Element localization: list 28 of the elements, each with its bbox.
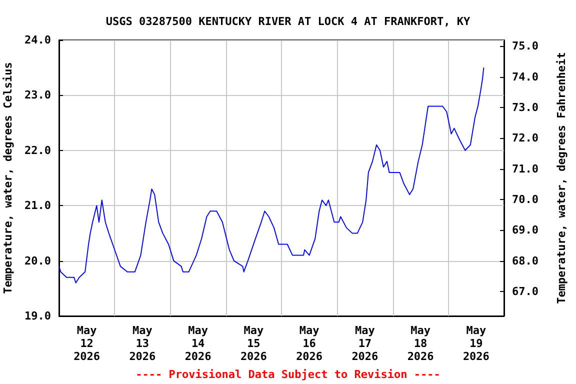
x-tick-label: May 15 2026 (240, 324, 268, 363)
x-tick-label: May 19 2026 (462, 324, 490, 363)
y2-tick-label: 75.0 (512, 40, 538, 53)
y2-tick-label: 73.0 (512, 100, 538, 114)
line-series (58, 67, 484, 284)
x-tick-label: May 16 2026 (296, 324, 323, 363)
y-tick-label: 22.0 (24, 144, 51, 157)
x-tick-label: May 12 2026 (74, 324, 100, 363)
text: ---- Provisional Data Subject to Revision ---- (136, 368, 440, 381)
y-tick-label: 23.0 (24, 88, 51, 102)
x-tick-label: May 17 2026 (352, 324, 379, 363)
y2-tick-label: 70.0 (512, 192, 538, 206)
y2-tick-label: 72.0 (512, 132, 538, 145)
y2-tick-label: 68.0 (512, 254, 538, 268)
y2-tick-label: 71.0 (512, 162, 538, 176)
x-tick-label: May 13 2026 (129, 324, 156, 363)
y2-tick-label: 69.0 (512, 224, 538, 237)
x-tick-label: May 14 2026 (184, 324, 212, 363)
y2-axis-title: Temperature, water, degrees Fahrenheit (555, 52, 568, 304)
y-tick-label: 19.0 (24, 310, 51, 322)
y-tick-label: 21.0 (24, 199, 51, 212)
y2-tick-label: 67.0 (512, 284, 538, 298)
x-tick-label: May 18 2026 (407, 324, 434, 363)
y-tick-label: 20.0 (24, 254, 51, 268)
y2-tick-label: 74.0 (512, 70, 538, 84)
chart-title: USGS 03287500 KENTUCKY RIVER AT LOCK 4 AT FRANKFORT, KY (106, 15, 470, 28)
y-axis-title: Temperature, water, degrees Celsius (2, 62, 15, 294)
y-tick-label: 24.0 (24, 34, 51, 46)
